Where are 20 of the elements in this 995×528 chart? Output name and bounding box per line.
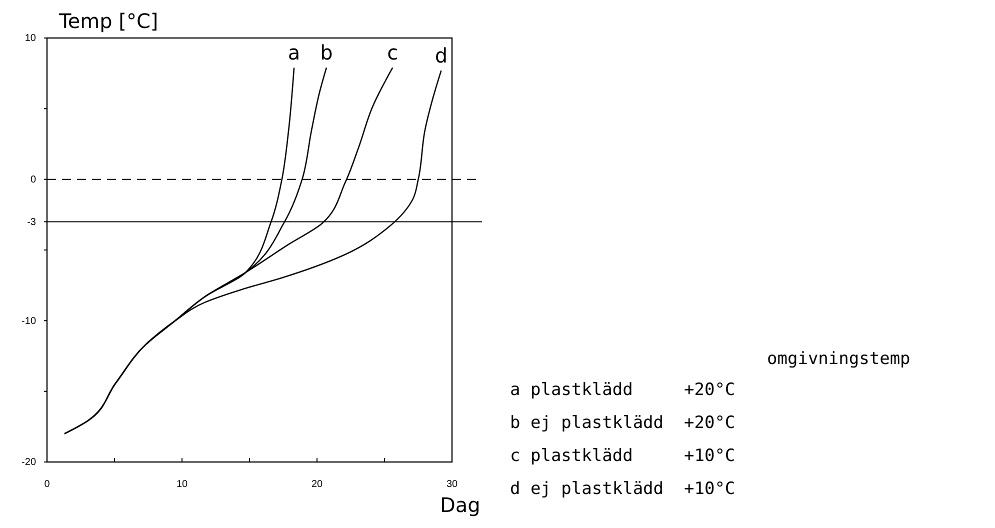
text: a plastklädd +20°C [510,380,736,400]
series-label: b [320,40,333,65]
x-tick-label: 30 [446,479,458,490]
series-label: d [434,44,448,68]
series-label: c [387,40,398,65]
text: c plastklädd +10°C [510,446,736,466]
x-tick-label: 10 [176,479,188,490]
x-tick-label: 0 [44,479,50,490]
y-tick-label: -10 [22,316,36,327]
y-tick-label: 0 [30,174,36,186]
y-tick-label: -3 [27,216,36,228]
text: b ej plastklädd +20°C [510,413,736,433]
x-tick-label: 20 [311,479,323,490]
y-tick-label: -20 [22,457,36,468]
x-axis-title: Dag [440,493,480,517]
y-axis-title: Temp [°C] [58,9,158,33]
series-label: a [288,40,300,65]
text: d ej plastklädd +10°C [510,479,736,499]
y-tick-label: 10 [24,33,36,44]
text: omgivningstemp [767,349,910,369]
